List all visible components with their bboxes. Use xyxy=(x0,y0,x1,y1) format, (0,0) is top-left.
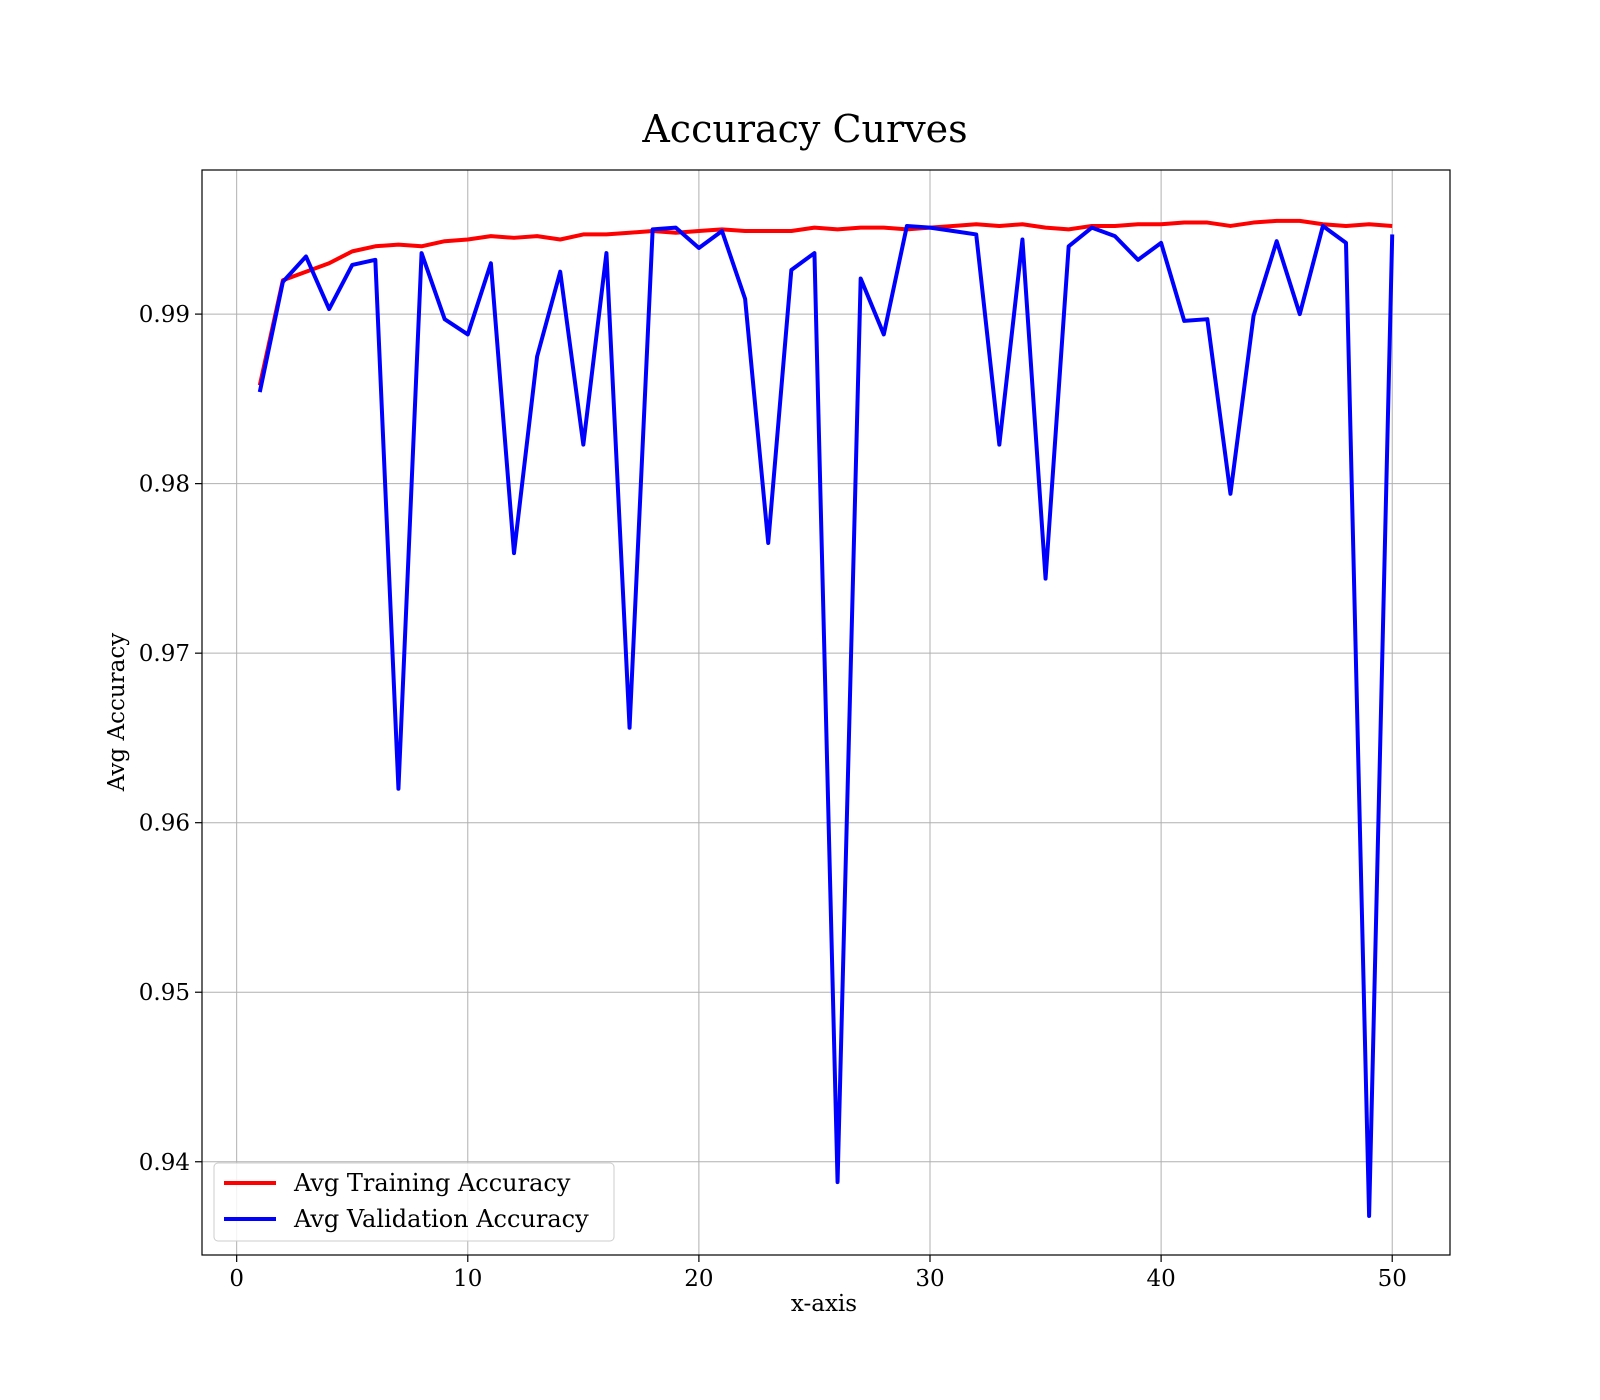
x-tick-label: 30 xyxy=(915,1266,944,1292)
x-tick-label: 10 xyxy=(453,1266,482,1292)
validation-accuracy-line xyxy=(257,223,1395,1219)
legend: Avg Training Accuracy Avg Validation Acc… xyxy=(213,1162,615,1242)
plot-area-frame xyxy=(201,169,1451,1256)
y-tick-label: 0.97 xyxy=(139,641,190,667)
x-tick-label: 0 xyxy=(229,1266,244,1292)
legend-label-validation: Avg Validation Accuracy xyxy=(293,1205,589,1233)
series-lines xyxy=(257,218,1395,1219)
y-tick-label: 0.96 xyxy=(139,811,190,837)
y-tick-label: 0.94 xyxy=(139,1150,190,1176)
x-tick-label: 50 xyxy=(1378,1266,1407,1292)
legend-label-training: Avg Training Accuracy xyxy=(293,1169,571,1197)
y-tick-label: 0.95 xyxy=(139,980,190,1006)
chart-title: Accuracy Curves xyxy=(641,107,967,151)
x-axis-label: x-axis xyxy=(791,1291,857,1317)
y-axis-label: Avg Accuracy xyxy=(104,633,130,792)
legend-box xyxy=(213,1162,615,1242)
y-tick-label: 0.99 xyxy=(139,302,190,328)
x-tick-label: 20 xyxy=(684,1266,713,1292)
x-axis-ticks: 0 10 20 30 40 50 xyxy=(229,1255,1407,1292)
y-axis-ticks: 0.94 0.95 0.96 0.97 0.98 0.99 xyxy=(139,302,202,1176)
training-accuracy-line xyxy=(257,218,1393,386)
y-tick-label: 0.98 xyxy=(139,472,190,498)
x-tick-label: 40 xyxy=(1146,1266,1175,1292)
